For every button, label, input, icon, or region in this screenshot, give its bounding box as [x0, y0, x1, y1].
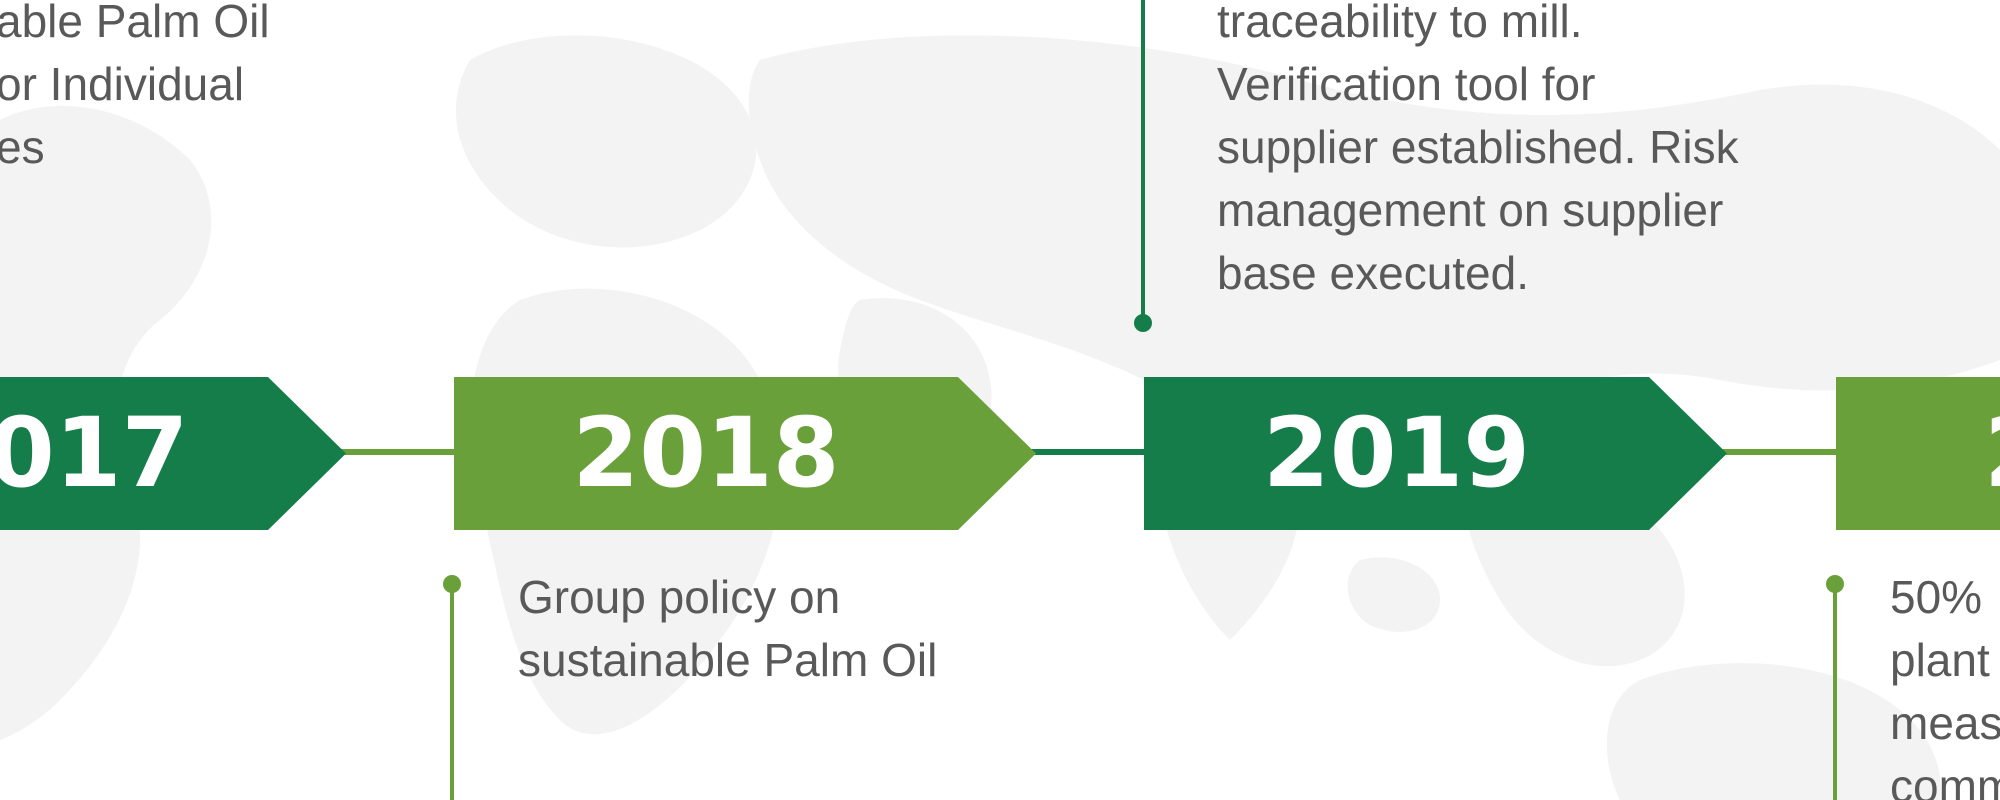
milestone-line: Group policy on [518, 571, 841, 623]
milestone-line: comm [1890, 760, 2000, 800]
year-arrow-2018: 2018 [454, 377, 1036, 530]
year-label-2017: 017 [0, 397, 189, 509]
milestone-line: base executed. [1217, 247, 1530, 299]
year-arrow-2020: 2 [1836, 377, 2000, 530]
timeline-connector-2017-2018 [330, 449, 460, 455]
milestone-stem-2019 [1141, 0, 1145, 318]
milestone-line: plant [1890, 634, 1990, 686]
map-landmass-australia [1606, 663, 1941, 800]
year-label-2019: 2019 [1262, 397, 1531, 509]
milestone-line: traceability to mill. [1217, 0, 1583, 47]
year-arrow-2017: 017 [0, 377, 346, 530]
milestone-line: sustainable Palm Oil [518, 634, 938, 686]
milestone-line: able Palm Oil [0, 0, 270, 47]
year-label-2020: 2 [1984, 377, 2000, 530]
milestone-stem-2020 [1833, 585, 1837, 800]
milestone-text-2017: able Palm Oil or Individual es [0, 0, 270, 179]
milestone-line: supplier established. Risk [1217, 121, 1739, 173]
year-label-2018: 2018 [572, 397, 840, 509]
milestone-line: es [0, 121, 45, 173]
milestone-line: management on supplier [1217, 184, 1724, 236]
timeline-connector-2018-2019 [1025, 449, 1145, 455]
milestone-dot-2018 [443, 575, 461, 593]
milestone-dot-2020 [1826, 575, 1844, 593]
milestone-line: 50% [1890, 571, 1983, 623]
timeline-connector-2019-2020 [1715, 449, 1845, 455]
milestone-dot-2019 [1134, 314, 1152, 332]
milestone-line: or Individual [0, 58, 245, 110]
milestone-line: Verification tool for [1217, 58, 1596, 110]
map-landmass-asia [748, 35, 2000, 452]
milestone-text-2019: traceability to mill. Verification tool … [1217, 0, 1739, 305]
map-landmass-europe [455, 35, 757, 248]
milestone-text-2018: Group policy on sustainable Palm Oil [518, 566, 937, 692]
year-arrow-2019: 2019 [1144, 377, 1727, 530]
milestone-line: meas [1890, 697, 2000, 749]
milestone-stem-2018 [450, 585, 454, 800]
milestone-text-2020: 50% plant meas comm [1890, 566, 2000, 800]
map-landmass-islands [1347, 557, 1440, 632]
